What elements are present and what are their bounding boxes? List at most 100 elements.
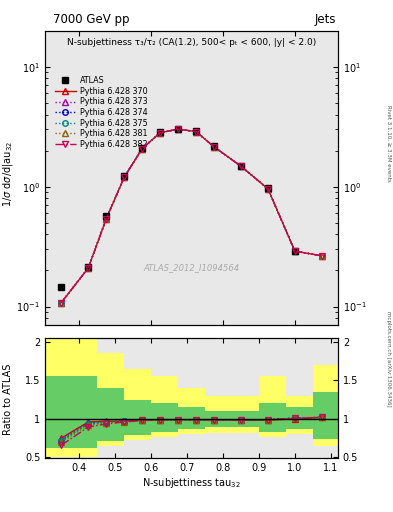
Text: 7000 GeV pp: 7000 GeV pp	[53, 13, 130, 26]
Pythia 6.428 374	[320, 253, 324, 259]
Pythia 6.428 375	[86, 265, 91, 271]
ATLAS	[194, 128, 198, 134]
ATLAS	[158, 129, 163, 135]
ATLAS	[104, 213, 108, 219]
Pythia 6.428 382	[194, 129, 198, 135]
Pythia 6.428 382	[239, 163, 243, 169]
Pythia 6.428 382	[292, 248, 297, 254]
Pythia 6.428 370	[194, 129, 198, 135]
Pythia 6.428 370	[140, 145, 145, 152]
Pythia 6.428 381	[86, 265, 91, 271]
ATLAS	[266, 185, 270, 191]
Legend: ATLAS, Pythia 6.428 370, Pythia 6.428 373, Pythia 6.428 374, Pythia 6.428 375, P: ATLAS, Pythia 6.428 370, Pythia 6.428 37…	[52, 73, 151, 152]
Pythia 6.428 381	[122, 174, 127, 180]
Pythia 6.428 374	[122, 174, 127, 180]
Line: Pythia 6.428 374: Pythia 6.428 374	[59, 126, 325, 305]
Pythia 6.428 381	[212, 144, 217, 150]
Pythia 6.428 370	[122, 174, 127, 180]
Pythia 6.428 373	[158, 130, 163, 136]
Pythia 6.428 381	[140, 145, 145, 152]
Text: Jets: Jets	[314, 13, 336, 26]
Pythia 6.428 382	[59, 300, 64, 306]
Pythia 6.428 370	[239, 163, 243, 169]
Text: Rivet 3.1.10, ≥ 3.3M events: Rivet 3.1.10, ≥ 3.3M events	[386, 105, 391, 182]
Text: ATLAS_2012_I1094564: ATLAS_2012_I1094564	[143, 263, 240, 272]
Pythia 6.428 375	[158, 130, 163, 136]
Pythia 6.428 370	[59, 300, 64, 306]
Text: N-subjettiness τ₃/τ₂ (CA(1.2), 500< pₜ < 600, |y| < 2.0): N-subjettiness τ₃/τ₂ (CA(1.2), 500< pₜ <…	[67, 38, 316, 47]
Pythia 6.428 374	[59, 300, 64, 306]
Pythia 6.428 382	[86, 265, 91, 271]
Line: Pythia 6.428 373: Pythia 6.428 373	[59, 126, 325, 305]
Line: Pythia 6.428 375: Pythia 6.428 375	[59, 126, 325, 305]
Pythia 6.428 370	[104, 216, 108, 222]
Pythia 6.428 370	[320, 253, 324, 259]
Pythia 6.428 375	[266, 186, 270, 192]
Pythia 6.428 374	[292, 248, 297, 254]
Pythia 6.428 375	[239, 163, 243, 169]
ATLAS	[86, 264, 91, 270]
Pythia 6.428 382	[176, 126, 180, 132]
Pythia 6.428 375	[212, 144, 217, 150]
Pythia 6.428 374	[158, 130, 163, 136]
Pythia 6.428 374	[194, 129, 198, 135]
Pythia 6.428 381	[320, 253, 324, 259]
Pythia 6.428 375	[292, 248, 297, 254]
Pythia 6.428 375	[122, 174, 127, 180]
Text: 1/$\sigma$ d$\sigma$/d|au$_{32}$: 1/$\sigma$ d$\sigma$/d|au$_{32}$	[1, 141, 15, 207]
Pythia 6.428 381	[292, 248, 297, 254]
Pythia 6.428 375	[140, 145, 145, 152]
Pythia 6.428 373	[320, 253, 324, 259]
Pythia 6.428 373	[194, 129, 198, 135]
Pythia 6.428 381	[194, 129, 198, 135]
ATLAS	[212, 143, 217, 149]
Pythia 6.428 382	[140, 145, 145, 152]
Line: Pythia 6.428 370: Pythia 6.428 370	[59, 126, 325, 305]
Pythia 6.428 375	[104, 216, 108, 222]
Pythia 6.428 381	[176, 126, 180, 132]
ATLAS	[140, 145, 145, 151]
Pythia 6.428 374	[176, 126, 180, 132]
ATLAS	[176, 125, 180, 132]
Pythia 6.428 373	[140, 145, 145, 152]
Pythia 6.428 370	[212, 144, 217, 150]
Pythia 6.428 373	[292, 248, 297, 254]
Pythia 6.428 373	[86, 265, 91, 271]
Pythia 6.428 374	[239, 163, 243, 169]
Pythia 6.428 382	[122, 174, 127, 180]
Pythia 6.428 381	[158, 130, 163, 136]
Pythia 6.428 382	[104, 216, 108, 222]
Pythia 6.428 370	[176, 126, 180, 132]
Pythia 6.428 381	[239, 163, 243, 169]
Pythia 6.428 382	[320, 253, 324, 259]
Pythia 6.428 381	[59, 300, 64, 306]
Line: Pythia 6.428 381: Pythia 6.428 381	[59, 126, 325, 305]
Pythia 6.428 375	[194, 129, 198, 135]
Pythia 6.428 374	[266, 186, 270, 192]
Text: Ratio to ATLAS: Ratio to ATLAS	[3, 364, 13, 435]
Pythia 6.428 373	[266, 186, 270, 192]
Pythia 6.428 374	[140, 145, 145, 152]
Pythia 6.428 374	[86, 265, 91, 271]
Pythia 6.428 381	[266, 186, 270, 192]
Pythia 6.428 381	[104, 216, 108, 222]
Pythia 6.428 375	[59, 300, 64, 306]
Pythia 6.428 370	[86, 265, 91, 271]
ATLAS	[122, 173, 127, 179]
Pythia 6.428 382	[158, 130, 163, 136]
Pythia 6.428 373	[59, 300, 64, 306]
Pythia 6.428 382	[212, 144, 217, 150]
Pythia 6.428 382	[266, 186, 270, 192]
Pythia 6.428 375	[176, 126, 180, 132]
ATLAS	[239, 162, 243, 168]
Pythia 6.428 373	[239, 163, 243, 169]
Pythia 6.428 373	[212, 144, 217, 150]
Pythia 6.428 373	[104, 216, 108, 222]
Pythia 6.428 370	[292, 248, 297, 254]
Pythia 6.428 370	[158, 130, 163, 136]
ATLAS	[292, 248, 297, 254]
Pythia 6.428 370	[266, 186, 270, 192]
X-axis label: N-subjettiness tau$_{32}$: N-subjettiness tau$_{32}$	[142, 476, 241, 490]
Line: Pythia 6.428 382: Pythia 6.428 382	[59, 126, 325, 305]
Pythia 6.428 375	[320, 253, 324, 259]
